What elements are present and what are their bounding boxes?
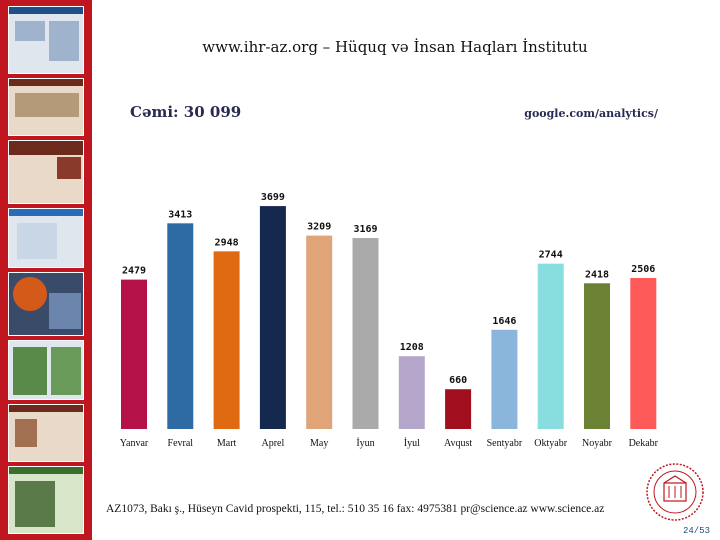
category-label-5: May — [310, 438, 328, 449]
data-label-11: 2418 — [585, 269, 609, 280]
website-thumbnail — [8, 6, 84, 74]
bar-8 — [445, 389, 472, 429]
data-source-label: google.com/analytics/ — [524, 107, 658, 120]
category-label-2: Fevral — [168, 438, 194, 449]
bar-4 — [259, 206, 286, 429]
academy-seal-logo — [646, 463, 704, 521]
bar-6 — [352, 238, 379, 429]
bar-7 — [398, 356, 425, 429]
data-label-12: 2506 — [631, 264, 655, 275]
bar-5 — [306, 235, 333, 429]
category-label-3: Mart — [217, 438, 237, 449]
bar-10 — [537, 263, 564, 429]
bar-1 — [121, 279, 147, 429]
website-thumbnail — [8, 404, 84, 462]
category-label-4: Aprel — [262, 438, 285, 449]
data-label-1: 2479 — [122, 266, 146, 277]
data-label-3: 2948 — [215, 237, 239, 248]
website-thumbnail — [8, 140, 84, 204]
data-label-2: 3413 — [168, 209, 192, 220]
category-label-7: İyul — [404, 437, 420, 449]
category-label-9: Sentyabr — [487, 438, 523, 449]
category-label-1: Yanvar — [120, 438, 149, 449]
data-label-10: 2744 — [539, 250, 563, 261]
data-label-8: 660 — [449, 375, 467, 386]
data-label-6: 3169 — [353, 224, 377, 235]
thumbnail-strip — [0, 0, 92, 540]
website-thumbnail — [8, 78, 84, 136]
page-number: 24/53 — [682, 526, 710, 536]
data-label-5: 3209 — [307, 222, 331, 233]
data-label-9: 1646 — [492, 316, 516, 327]
category-label-8: Avqust — [444, 438, 472, 449]
website-thumbnail — [8, 272, 84, 336]
bar-11 — [584, 283, 610, 429]
category-label-6: İyun — [356, 437, 374, 449]
page-title: www.ihr-az.org – Hüquq və İnsan Haqları … — [202, 38, 588, 56]
footer-address: AZ1073, Bakı ş., Hüseyn Cavid prospekti,… — [106, 503, 605, 515]
bar-12 — [630, 277, 657, 429]
category-label-10: Oktyabr — [534, 438, 567, 449]
category-label-11: Noyabr — [582, 438, 613, 449]
bar-2 — [167, 223, 194, 429]
website-thumbnail — [8, 466, 84, 534]
data-label-4: 3699 — [261, 192, 285, 203]
website-thumbnail — [8, 340, 84, 400]
website-thumbnail — [8, 208, 84, 268]
data-label-7: 1208 — [400, 342, 424, 353]
bar-9 — [491, 329, 518, 429]
bar-3 — [213, 251, 240, 429]
category-label-12: Dekabr — [629, 438, 659, 449]
total-visits: Cəmi: 30 099 — [130, 103, 242, 121]
